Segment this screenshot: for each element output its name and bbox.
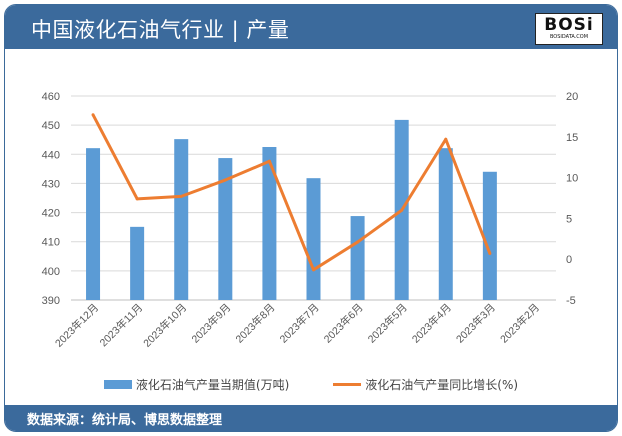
bar: [86, 148, 101, 300]
data-source: 数据来源：统计局、博思数据整理: [27, 413, 223, 428]
x-axis-tick-label: 2023年7月: [277, 301, 322, 346]
line-point: [488, 251, 492, 255]
bar: [262, 147, 277, 300]
left-axis-tick-label: 440: [42, 149, 60, 161]
bar: [130, 226, 145, 300]
right-axis-tick-label: -5: [566, 295, 576, 307]
x-axis-tick-label: 2023年2月: [497, 301, 542, 346]
bar: [306, 178, 321, 300]
line-point: [135, 197, 139, 201]
x-axis-tick-label: 2023年4月: [409, 301, 454, 346]
right-axis-tick-label: 10: [566, 173, 578, 185]
left-axis-tick-label: 420: [42, 208, 60, 220]
x-axis-tick-label: 2023年9月: [189, 301, 234, 346]
legend-label-line: 液化石油气产量同比增长(%): [365, 378, 519, 392]
chart-frame: 中国液化石油气行业 | 产量 BOSi BOSIDATA.COM 数据来源：统计…: [4, 4, 618, 432]
x-axis-tick-label: 2023年5月: [365, 301, 410, 346]
left-axis-tick-label: 400: [42, 266, 60, 278]
left-axis-tick-label: 430: [42, 178, 60, 190]
logo-text: BOSi: [544, 15, 594, 35]
footer-bar: 数据来源：统计局、博思数据整理: [5, 405, 617, 431]
x-axis-tick-label: 2023年11月: [97, 301, 145, 349]
bar: [218, 158, 233, 300]
logo-subtext: BOSIDATA.COM: [549, 34, 589, 40]
legend-item-bar: 液化石油气产量当期值(万吨): [103, 376, 290, 393]
left-axis-tick-label: 390: [42, 295, 60, 307]
bar: [174, 139, 189, 300]
right-axis-tick-label: 0: [566, 254, 572, 266]
right-axis-tick-label: 15: [566, 132, 578, 144]
line-point: [444, 137, 448, 141]
left-axis-tick-label: 410: [42, 237, 60, 249]
bar: [438, 148, 453, 300]
header-bar: 中国液化石油气行业 | 产量 BOSi BOSIDATA.COM: [5, 5, 617, 49]
legend-swatch-bar: [103, 380, 132, 389]
left-axis-tick-label: 450: [42, 120, 60, 132]
line-point: [356, 240, 360, 244]
bar: [350, 216, 365, 300]
page-title: 中国液化石油气行业 | 产量: [31, 18, 290, 42]
line-point: [267, 159, 271, 163]
x-axis-tick-label: 2023年10月: [141, 301, 190, 350]
x-axis-tick-label: 2023年6月: [321, 301, 366, 346]
growth-line: [91, 114, 492, 272]
legend-item-line: 液化石油气产量同比增长(%): [333, 376, 518, 393]
bar: [482, 171, 497, 300]
x-axis-tick-label: 2023年8月: [233, 301, 278, 346]
legend-label-bar: 液化石油气产量当期值(万吨): [135, 378, 290, 392]
bosi-logo: BOSi BOSIDATA.COM: [535, 13, 603, 45]
line-point: [91, 113, 95, 117]
line-point: [400, 208, 404, 212]
left-axis-tick-label: 460: [42, 91, 60, 103]
line-point: [312, 268, 315, 272]
right-axis-tick-label: 20: [566, 91, 578, 103]
x-axis-tick-label: 2023年12月: [52, 301, 101, 350]
line-point: [223, 178, 227, 182]
right-axis-tick-label: 5: [566, 213, 572, 225]
line-point: [179, 194, 183, 198]
legend: 液化石油气产量当期值(万吨) 液化石油气产量同比增长(%): [0, 376, 622, 393]
x-axis-tick-label: 2023年3月: [453, 301, 498, 346]
legend-swatch-line: [333, 383, 362, 386]
